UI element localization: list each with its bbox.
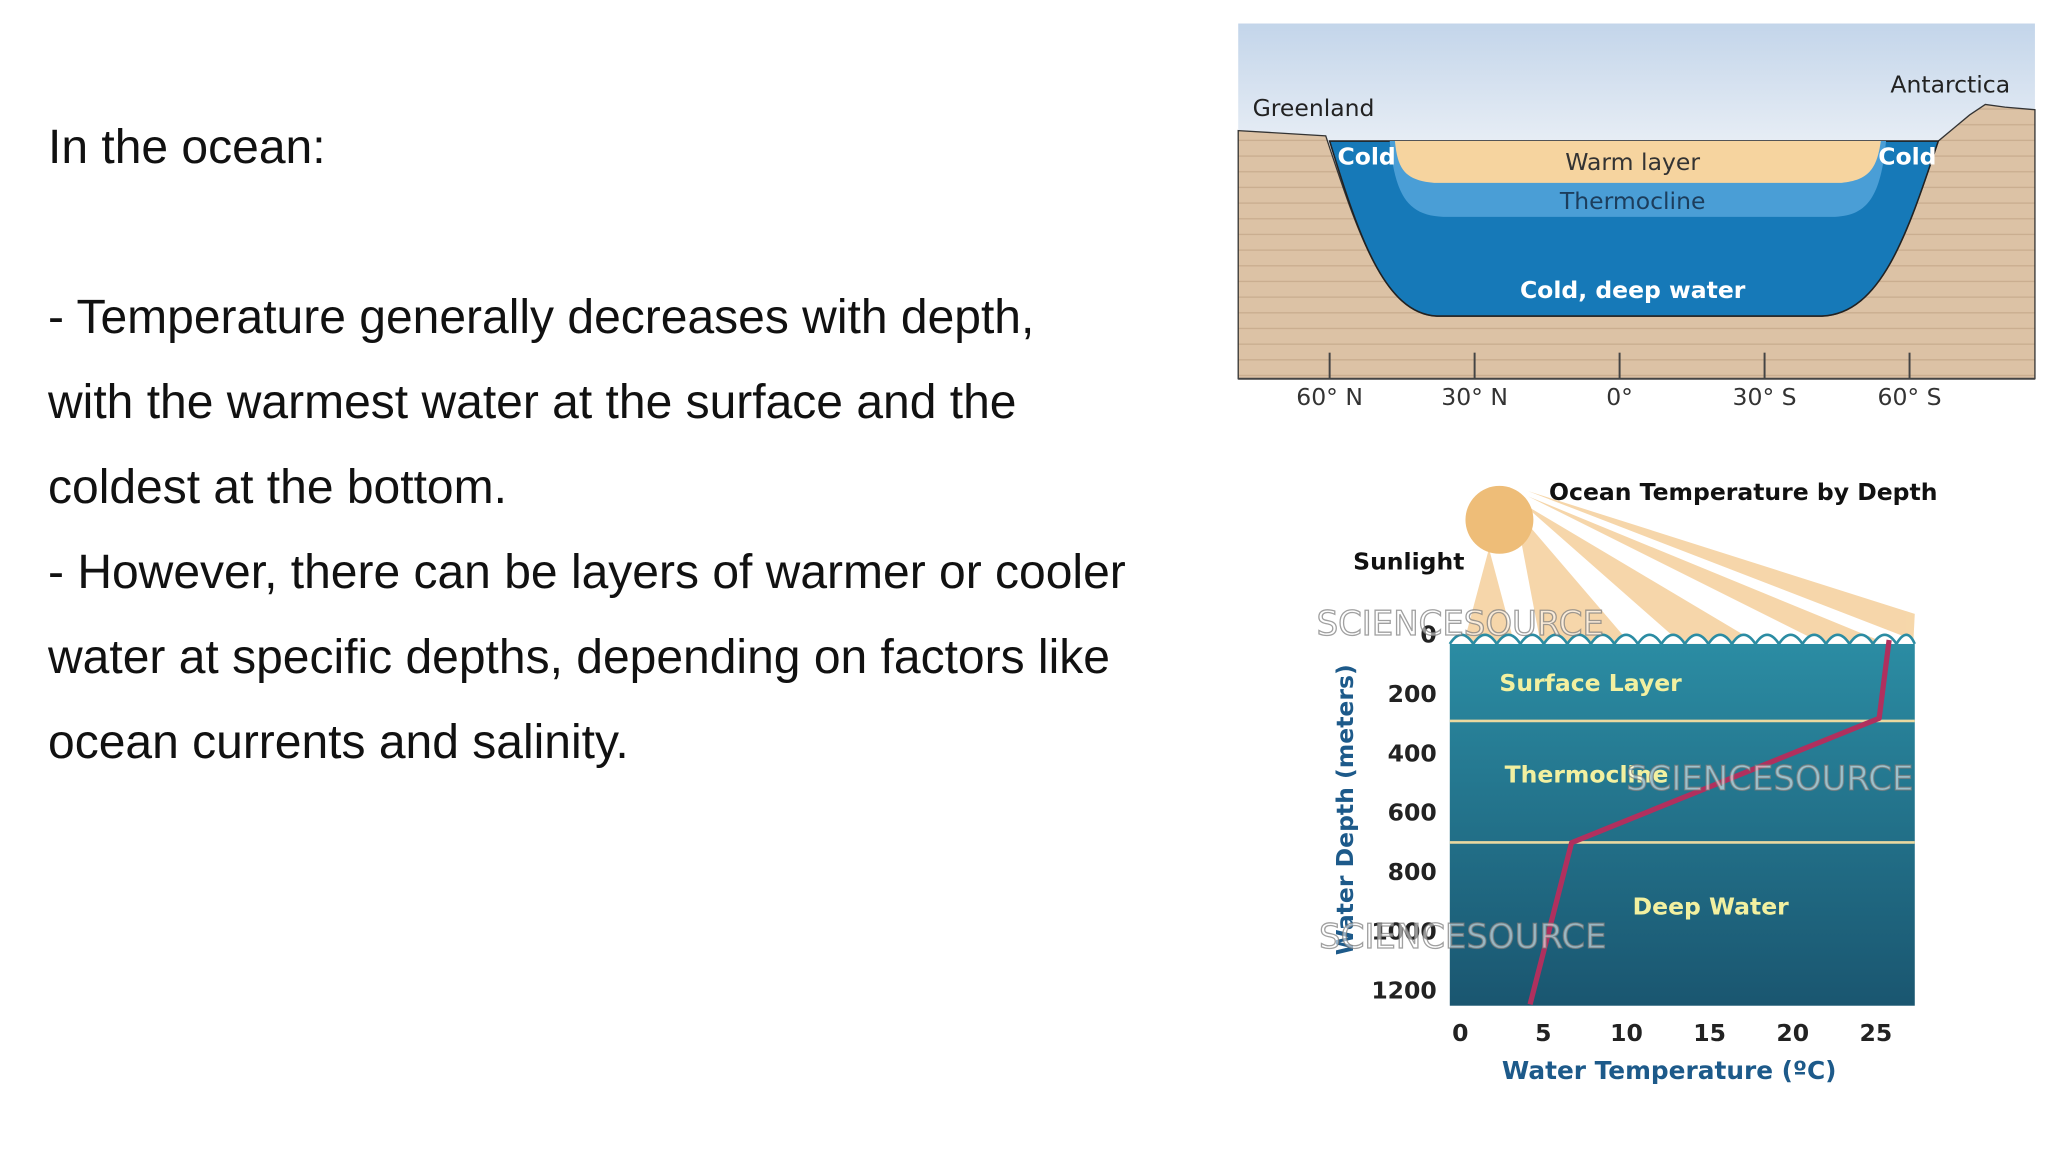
heading: In the ocean:: [48, 121, 326, 174]
label: Cold, deep water: [1520, 276, 1746, 304]
x-tick-label: 20: [1776, 1019, 1809, 1047]
bullet: - However, there can be layers of warmer…: [48, 546, 1126, 769]
annotation: Sunlight: [1353, 547, 1464, 575]
depth-chart: Ocean Temperature by Depth Sunlight Surf…: [1316, 478, 1938, 1085]
lat-labels: 60° N 30° N 0° 30° S 60° S: [1296, 383, 1941, 411]
x-tick-label: 10: [1610, 1019, 1643, 1047]
watermark: SCIENCESOURCE: [1626, 759, 1913, 799]
chart-title: Ocean Temperature by Depth: [1549, 478, 1937, 506]
lat-ticks: [1328, 352, 1911, 379]
lat-label: 30° S: [1733, 383, 1797, 411]
label: Thermocline: [1559, 187, 1706, 215]
y-tick-label: 200: [1388, 680, 1437, 708]
x-tick-label: 5: [1535, 1019, 1551, 1047]
y-axis-label: Water Depth (meters): [1331, 664, 1359, 955]
sun: [1465, 485, 1534, 554]
annotation: Surface Layer: [1499, 669, 1682, 697]
x-axis-label: Water Temperature (ºC): [1502, 1056, 1837, 1085]
waves: [1448, 633, 1916, 647]
y-tick-label: 1200: [1371, 977, 1436, 1005]
basin-diagram: Greenland Antarctica Cold Cold Warm laye…: [1237, 23, 2036, 411]
text-block: In the ocean: - Temperature generally de…: [48, 105, 1128, 785]
label: Warm layer: [1565, 148, 1700, 176]
label: Cold: [1337, 143, 1395, 171]
y-tick-label: 800: [1388, 858, 1437, 886]
annotation: Thermocline: [1505, 760, 1669, 788]
label: Antarctica: [1890, 71, 2010, 99]
y-tick-label: 400: [1388, 739, 1437, 767]
water: [1449, 643, 1915, 1006]
annotation: Deep Water: [1633, 892, 1789, 920]
x-tick-label: 0: [1452, 1019, 1468, 1047]
sun-rays: [1462, 491, 1915, 647]
x-tick-label: 15: [1693, 1019, 1726, 1047]
warm-layer: [1394, 141, 1881, 183]
lat-label: 0°: [1606, 383, 1633, 411]
y-tick-label: 1000: [1371, 917, 1436, 945]
watermark: SCIENCESOURCE: [1317, 604, 1604, 644]
lat-label: 30° N: [1441, 383, 1508, 411]
y-tick-label: 600: [1388, 799, 1437, 827]
label: Cold: [1878, 143, 1936, 171]
temperature-profile: [1527, 639, 1892, 1006]
label: Greenland: [1253, 94, 1375, 122]
lat-label: 60° N: [1296, 383, 1363, 411]
x-tick-label: 25: [1859, 1019, 1892, 1047]
bullet: - Temperature generally decreases with d…: [48, 291, 1035, 514]
watermark: SCIENCESOURCE: [1319, 917, 1606, 957]
y-tick-label: 0: [1420, 621, 1436, 649]
lat-label: 60° S: [1878, 383, 1942, 411]
